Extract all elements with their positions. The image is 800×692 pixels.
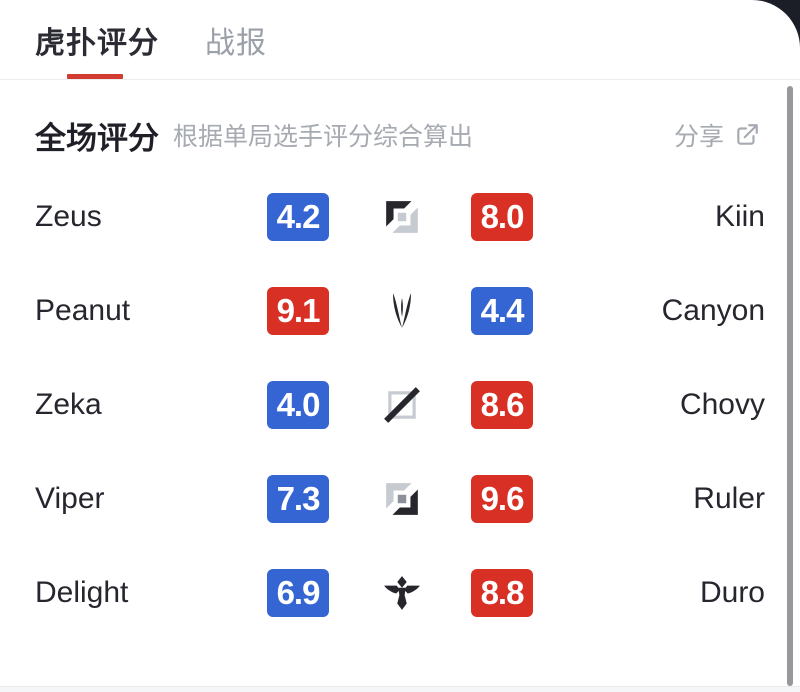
score-badge-left[interactable]: 6.9 <box>267 569 329 617</box>
score-group: 7.3 9.6 <box>267 475 533 523</box>
score-badge-right[interactable]: 8.0 <box>471 193 533 241</box>
rating-row: Peanut 9.1 4.4 Canyon <box>0 264 800 358</box>
share-label: 分享 <box>673 123 724 151</box>
section-title: 全场评分 <box>35 120 159 156</box>
tab-hupu-rating[interactable]: 虎扑评分 <box>35 26 159 60</box>
score-badge-left[interactable]: 9.1 <box>267 287 329 335</box>
role-top-icon <box>381 194 423 240</box>
rating-row: Delight 6.9 8.8 Duro <box>0 546 800 640</box>
rating-row: Viper 7.3 9.6 Ruler <box>0 452 800 546</box>
player-name-left: Peanut <box>35 294 131 327</box>
player-name-right: Chovy <box>679 388 765 421</box>
player-name-left: Delight <box>35 576 129 609</box>
score-badge-right[interactable]: 8.8 <box>471 569 533 617</box>
score-group: 6.9 8.8 <box>267 569 533 617</box>
share-external-link-icon <box>734 122 760 148</box>
player-name-right: Ruler <box>693 482 765 515</box>
role-jungle-icon <box>381 288 423 334</box>
player-name-right: Duro <box>699 576 765 609</box>
section-header: 全场评分 根据单局选手评分综合算出 分享 <box>0 80 800 160</box>
score-badge-right[interactable]: 9.6 <box>471 475 533 523</box>
score-badge-right[interactable]: 8.6 <box>471 381 533 429</box>
scrollbar-thumb[interactable] <box>787 86 793 686</box>
card-bottom-divider <box>0 686 800 692</box>
rating-row: Zeka 4.0 8.6 Chovy <box>0 358 800 452</box>
player-name-left: Zeus <box>35 200 102 233</box>
role-mid-icon <box>381 382 423 428</box>
score-group: 4.0 8.6 <box>267 381 533 429</box>
rating-rows-list: Zeus 4.2 8.0 Kiin Peanut 9.1 4.4 Canyon Zeka 4.0 8… <box>0 160 800 640</box>
score-badge-left[interactable]: 7.3 <box>267 475 329 523</box>
score-group: 4.2 8.0 <box>267 193 533 241</box>
tab-bar: 虎扑评分 战报 <box>0 0 800 80</box>
section-subtitle: 根据单局选手评分综合算出 <box>173 123 474 151</box>
active-tab-underline <box>67 74 123 79</box>
tab-battle-report[interactable]: 战报 <box>205 26 267 60</box>
score-group: 9.1 4.4 <box>267 287 533 335</box>
share-button[interactable]: 分享 <box>674 117 760 153</box>
score-badge-left[interactable]: 4.2 <box>267 193 329 241</box>
rating-row: Zeus 4.2 8.0 Kiin <box>0 170 800 264</box>
role-support-icon <box>381 570 423 616</box>
player-name-right: Kiin <box>714 200 765 233</box>
player-name-left: Zeka <box>35 388 102 421</box>
score-badge-right[interactable]: 4.4 <box>471 287 533 335</box>
player-name-left: Viper <box>35 482 105 515</box>
score-badge-left[interactable]: 4.0 <box>267 381 329 429</box>
role-bot-icon <box>381 476 423 522</box>
player-name-right: Canyon <box>661 294 765 327</box>
